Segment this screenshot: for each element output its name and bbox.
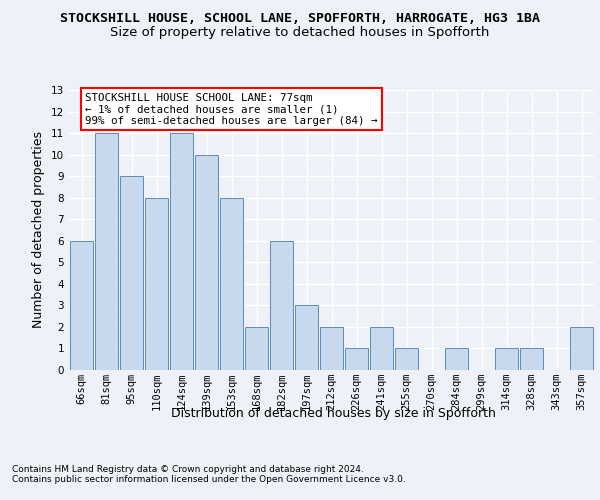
Bar	[569, 327, 593, 370]
Text: Distribution of detached houses by size in Spofforth: Distribution of detached houses by size …	[170, 408, 496, 420]
Bar	[370, 327, 394, 370]
Bar	[395, 348, 418, 370]
Text: STOCKSHILL HOUSE SCHOOL LANE: 77sqm
← 1% of detached houses are smaller (1)
99% : STOCKSHILL HOUSE SCHOOL LANE: 77sqm ← 1%…	[85, 93, 378, 126]
Bar	[269, 241, 293, 370]
Bar	[119, 176, 143, 370]
Bar	[145, 198, 169, 370]
Bar	[295, 306, 319, 370]
Bar	[95, 133, 118, 370]
Text: Size of property relative to detached houses in Spofforth: Size of property relative to detached ho…	[110, 26, 490, 39]
Bar	[194, 154, 218, 370]
Bar	[445, 348, 469, 370]
Bar	[344, 348, 368, 370]
Bar	[494, 348, 518, 370]
Bar	[245, 327, 268, 370]
Bar	[70, 241, 94, 370]
Text: Contains HM Land Registry data © Crown copyright and database right 2024.
Contai: Contains HM Land Registry data © Crown c…	[12, 465, 406, 484]
Bar	[220, 198, 244, 370]
Bar	[170, 133, 193, 370]
Bar	[320, 327, 343, 370]
Bar	[520, 348, 544, 370]
Y-axis label: Number of detached properties: Number of detached properties	[32, 132, 46, 328]
Text: STOCKSHILL HOUSE, SCHOOL LANE, SPOFFORTH, HARROGATE, HG3 1BA: STOCKSHILL HOUSE, SCHOOL LANE, SPOFFORTH…	[60, 12, 540, 26]
